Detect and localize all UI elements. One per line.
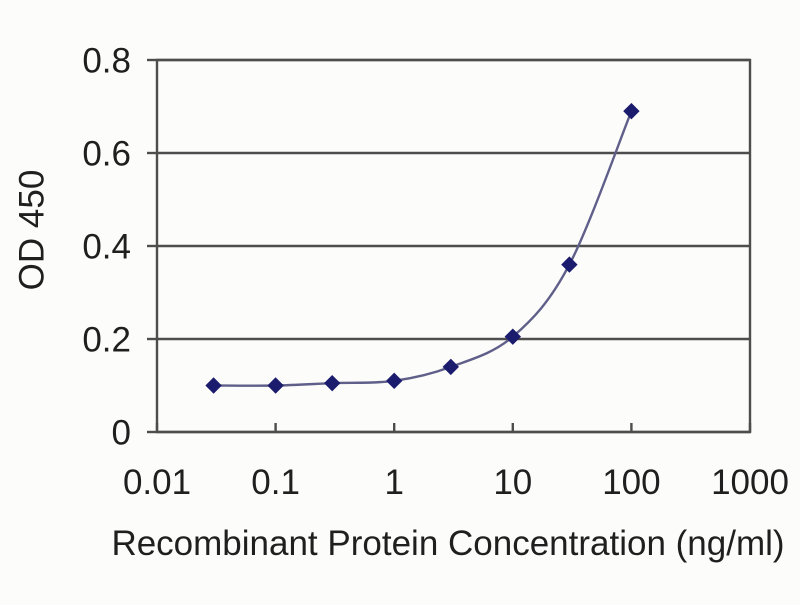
tick-labels-layer: 0 0.2 0.4 0.6 0.8 0.01 0.1 1 10 100 1000 xyxy=(82,42,789,502)
gridlines-layer xyxy=(157,58,750,434)
x-tick-label: 0.01 xyxy=(123,463,191,502)
x-tick-label: 1000 xyxy=(711,463,789,502)
x-axis-title: Recombinant Protein Concentration (ng/ml… xyxy=(111,524,784,563)
y-tick-label: 0.6 xyxy=(82,135,131,174)
y-tick-label: 0.2 xyxy=(82,321,131,360)
data-point-marker xyxy=(385,372,403,390)
x-tick-label: 100 xyxy=(602,463,660,502)
data-point-marker xyxy=(623,102,640,120)
data-point-marker xyxy=(504,328,522,345)
data-point-marker xyxy=(323,374,341,392)
axes-layer xyxy=(147,58,752,434)
y-axis-title: OD 450 xyxy=(13,170,52,291)
data-series-layer xyxy=(205,102,640,394)
data-point-marker xyxy=(561,256,578,273)
y-tick-label: 0 xyxy=(112,414,131,453)
y-tick-label: 0.8 xyxy=(82,42,131,81)
data-point-marker xyxy=(205,377,222,394)
x-tick-label: 0.1 xyxy=(251,463,300,502)
x-tick-label: 10 xyxy=(493,463,532,502)
x-tick-label: 1 xyxy=(384,463,403,502)
data-point-marker xyxy=(442,358,459,376)
data-point-marker xyxy=(267,377,284,394)
y-tick-label: 0.4 xyxy=(82,228,131,267)
